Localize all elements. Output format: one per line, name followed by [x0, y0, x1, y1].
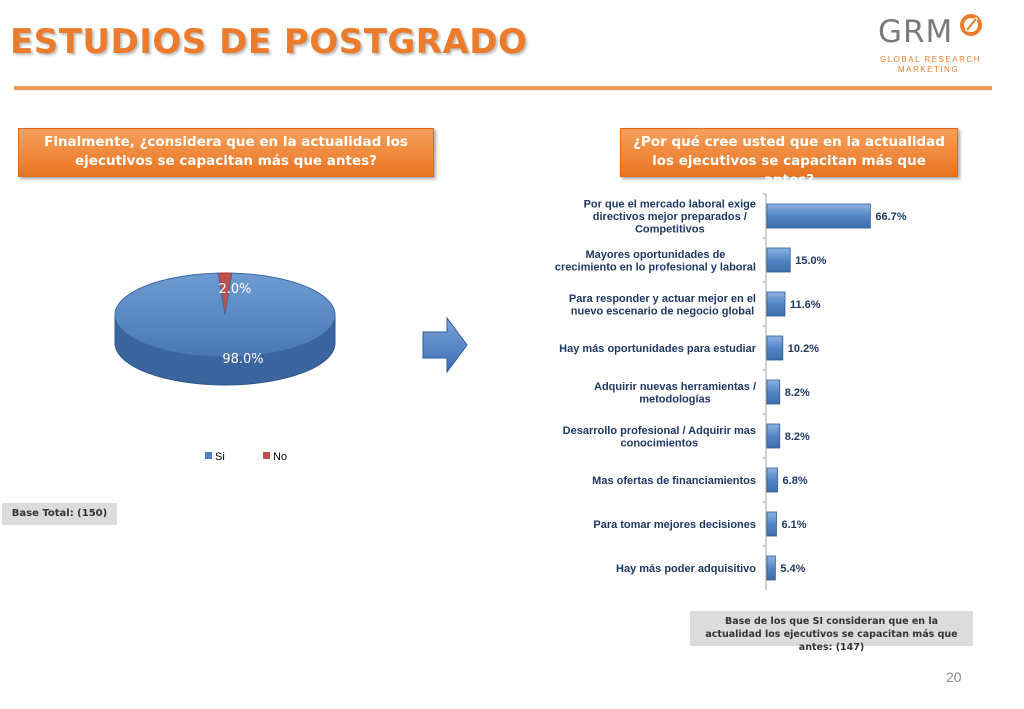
bar-category-label: Hay más oportunidades para estudiar: [559, 343, 757, 355]
bar-2: [766, 247, 791, 273]
header-divider: [14, 86, 992, 90]
grm-logo: GRM GLOBAL RESEARCH MARKETING: [878, 12, 988, 76]
bar-category-label: Para responder y actuar mejor en el nuevo…: [569, 293, 756, 318]
logo-subtitle-2: MARKETING: [898, 65, 960, 74]
bar-category-label: Mas ofertas de financiamientos: [592, 475, 756, 487]
bar-1: [766, 203, 871, 229]
bar-value-label: 15.0%: [795, 255, 826, 267]
pie-label-no: 2.0%: [218, 282, 251, 297]
bar-value-label: 8.2%: [785, 387, 810, 399]
question-left: Finalmente, ¿considera que en la actuali…: [18, 128, 434, 177]
bar-3: [766, 291, 786, 317]
bar-5: [766, 379, 781, 405]
question-right: ¿Por qué cree usted que en la actualidad…: [620, 128, 958, 188]
logo-swirl-icon: [960, 14, 982, 36]
bar-4: [766, 335, 784, 361]
bar-value-label: 6.1%: [781, 519, 806, 531]
pie-label-si: 98.0%: [222, 352, 263, 367]
page-title: ESTUDIOS DE POSTGRADO: [10, 22, 528, 62]
bar-category-label: Desarrollo profesional / Adquirir mas con…: [563, 425, 756, 450]
base-total-note: Base Total: (150): [2, 503, 117, 525]
bar-chart: 66.7% Por que el mercado laboral exige dir…: [555, 193, 907, 590]
bar-category-label: Por que el mercado laboral exige directiv…: [584, 199, 756, 236]
bar-category-label: Para tomar mejores decisiones: [593, 519, 756, 531]
bar-6: [766, 423, 781, 449]
page-number: 20: [946, 669, 962, 685]
bar-value-label: 5.4%: [780, 563, 805, 575]
bar-category-label: Mayores oportunidades de crecimiento en l…: [555, 249, 756, 274]
bar-value-label: 6.8%: [783, 475, 808, 487]
bar-value-label: 66.7%: [875, 211, 906, 223]
legend-swatch-no: [263, 452, 270, 459]
bar-8: [766, 511, 777, 537]
bar-value-label: 11.6%: [790, 299, 821, 311]
legend-label-no: No: [273, 451, 287, 463]
bar-9: [766, 555, 776, 581]
base-subset-note: Base de los que SI consideran que en la …: [690, 611, 973, 653]
bar-category-label: Hay más poder adquisitivo: [616, 563, 756, 575]
bar-value-label: 10.2%: [788, 343, 819, 355]
bar-category-label: Adquirir nuevas herramientas / metodologí…: [594, 381, 756, 406]
pie-slice-si: [114, 272, 336, 358]
legend-swatch-si: [205, 452, 212, 459]
bar-7: [766, 467, 778, 493]
legend-label-si: Si: [215, 451, 225, 463]
logo-subtitle-1: GLOBAL RESEARCH: [880, 55, 981, 64]
right-arrow-icon: [422, 316, 468, 374]
bar-value-label: 8.2%: [785, 431, 810, 443]
logo-text: GRM: [878, 14, 954, 50]
pie-chart: 98.0% 2.0% Si No: [114, 272, 336, 463]
